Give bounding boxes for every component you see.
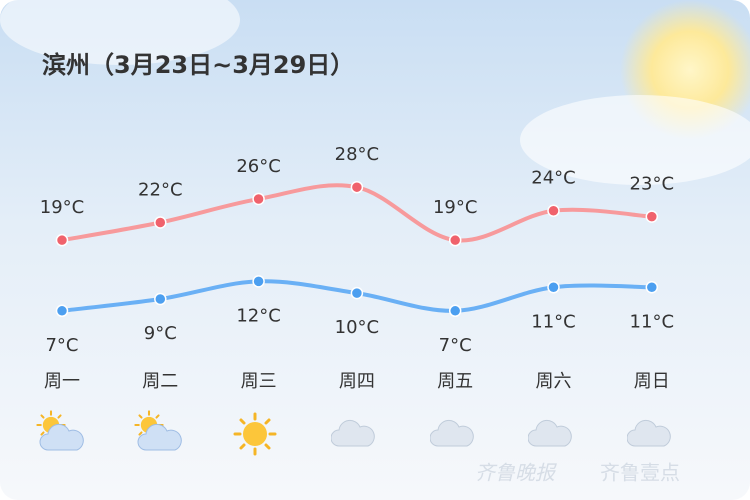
point [55, 304, 69, 318]
x-tick-label: 周二 [142, 371, 178, 392]
point [350, 286, 364, 300]
data-label: 9°C [144, 323, 177, 344]
x-tick-label: 周一 [44, 371, 80, 392]
point [350, 180, 364, 194]
point [154, 292, 167, 306]
chart-title: 滨州（3月23日~3月29日） [42, 51, 354, 79]
point [55, 233, 69, 247]
data-label: 7°C [45, 335, 78, 356]
data-label: 12°C [236, 305, 280, 326]
x-tick-label: 周六 [536, 371, 572, 392]
data-label: 28°C [335, 144, 379, 165]
point [547, 281, 560, 294]
data-label: 10°C [335, 317, 379, 338]
data-label: 7°C [439, 335, 472, 356]
point [448, 304, 462, 318]
point [645, 210, 659, 223]
x-tick-label: 周四 [339, 371, 375, 392]
x-tick-label: 周五 [437, 371, 473, 392]
data-label: 11°C [630, 311, 674, 332]
data-label: 19°C [433, 197, 477, 218]
point [252, 275, 265, 288]
icon-sunny [233, 412, 277, 456]
cloud-decoration [520, 95, 750, 185]
data-label: 26°C [236, 156, 280, 177]
data-label: 19°C [40, 197, 84, 218]
x-tick-label: 周三 [241, 371, 277, 392]
cloud-decoration [0, 0, 240, 65]
point [448, 233, 462, 247]
data-label: 22°C [138, 180, 182, 201]
data-label: 11°C [531, 311, 575, 332]
x-tick-label: 周日 [634, 371, 670, 392]
watermark: 齐鲁晚报 [475, 461, 557, 485]
point [645, 281, 659, 294]
point [547, 204, 560, 217]
point [252, 192, 265, 206]
data-label: 23°C [630, 174, 674, 195]
data-label: 24°C [531, 168, 575, 189]
point [154, 216, 167, 229]
watermark: 齐鲁壹点 [600, 461, 680, 485]
